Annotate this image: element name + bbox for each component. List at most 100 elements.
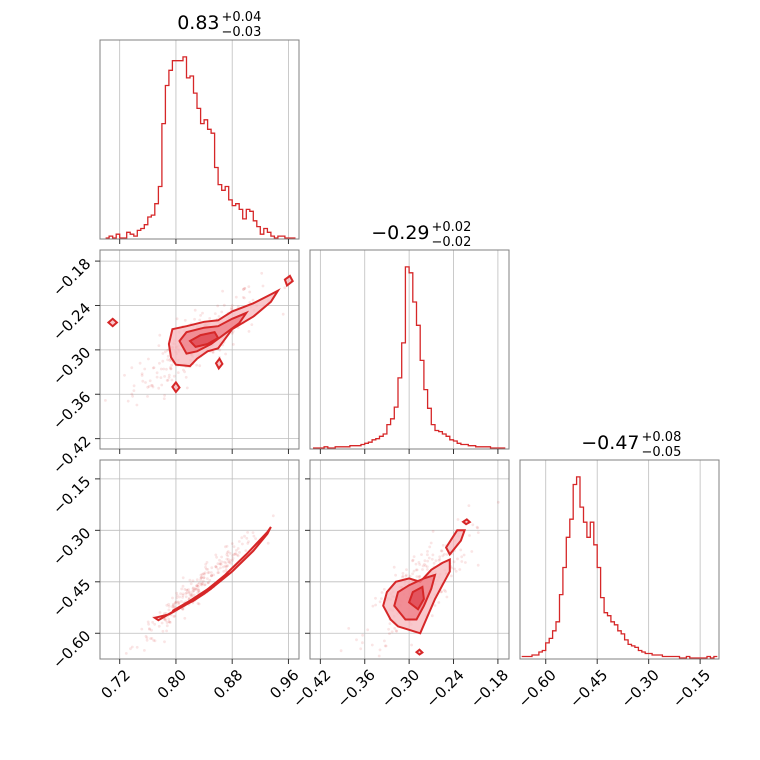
sample-point [390, 630, 394, 634]
sample-point [181, 596, 185, 599]
sample-point [198, 318, 202, 322]
x-tick-label: 0.72 [97, 666, 133, 702]
y-tick-label: −0.60 [49, 627, 94, 672]
sample-point [143, 649, 146, 652]
sample-point [224, 561, 228, 565]
sample-point [211, 351, 215, 354]
sample-point [182, 368, 185, 372]
sample-point [159, 367, 163, 371]
sample-point [145, 636, 149, 640]
sample-point [193, 317, 197, 321]
sample-point [232, 343, 235, 346]
sample-point [432, 561, 436, 565]
sample-point [126, 399, 130, 403]
sample-point [138, 361, 142, 365]
sample-point [415, 575, 419, 578]
sample-point [195, 584, 199, 588]
sample-point [168, 620, 172, 624]
sample-point [197, 602, 201, 606]
sample-point [211, 350, 215, 354]
sample-point [177, 602, 180, 606]
sample-point [181, 592, 185, 596]
x-tick-label: −0.18 [467, 666, 512, 711]
sample-point [244, 549, 248, 552]
sample-point [404, 574, 408, 578]
sample-point [433, 604, 437, 607]
sample-point [218, 348, 222, 352]
sample-point [430, 614, 434, 618]
sample-point [355, 638, 358, 642]
sample-point [199, 314, 203, 317]
contour-layer [106, 274, 472, 656]
sample-point [201, 579, 205, 583]
sample-point [197, 589, 201, 592]
sample-point [150, 384, 153, 387]
sample-point [153, 639, 157, 643]
sample-point [203, 571, 207, 575]
sample-point [421, 564, 425, 568]
sample-point [388, 622, 392, 625]
sample-point [225, 564, 229, 568]
sample-point [219, 562, 223, 566]
sample-point [218, 558, 221, 562]
sample-point [148, 627, 151, 630]
sample-point [283, 286, 287, 290]
sample-point [241, 542, 244, 546]
sample-point [452, 560, 456, 564]
x-tick-label: −0.24 [422, 666, 467, 711]
sample-point [417, 575, 421, 579]
sample-point [183, 587, 187, 591]
sample-point [221, 289, 225, 293]
sample-point [460, 555, 464, 559]
histogram-step-param-0 [105, 56, 296, 239]
sample-point [227, 558, 230, 561]
sample-point [426, 568, 429, 571]
sample-point [202, 572, 206, 576]
sample-point [197, 585, 200, 588]
grid-layer [100, 40, 701, 659]
sample-point [151, 385, 155, 389]
sample-point [187, 591, 191, 595]
sample-point [199, 576, 203, 580]
sample-point [165, 367, 168, 371]
sample-point [243, 286, 247, 290]
sample-point [167, 604, 171, 608]
sample-point [131, 394, 135, 398]
sample-point [243, 287, 247, 290]
sample-point [124, 652, 128, 655]
sample-point [228, 560, 231, 564]
sample-point [437, 601, 441, 604]
sample-point [144, 381, 147, 384]
sample-point [174, 601, 178, 604]
sample-point [146, 385, 150, 389]
sample-point [200, 575, 204, 579]
sample-point [158, 333, 162, 337]
sample-point [229, 307, 233, 311]
x-tick-label: 0.88 [210, 666, 246, 702]
sample-point [189, 582, 193, 586]
sample-point [392, 565, 396, 569]
sample-point [183, 370, 187, 374]
sample-point [140, 374, 144, 377]
y-tick-label: −0.45 [49, 575, 94, 620]
sample-point [218, 562, 222, 566]
sample-point [195, 578, 199, 582]
sample-point [172, 603, 175, 607]
sample-point [247, 330, 251, 333]
sample-point [260, 271, 264, 275]
contour-island [414, 648, 424, 656]
sample-point [450, 574, 453, 578]
sample-point [443, 552, 446, 556]
sample-point [165, 379, 169, 382]
sample-point [149, 637, 153, 640]
sample-point [414, 562, 418, 566]
sample-point [178, 595, 182, 599]
sample-point [251, 531, 255, 534]
sample-point [153, 622, 157, 626]
sample-point [468, 534, 471, 537]
sample-point [199, 578, 203, 582]
sample-point [170, 363, 174, 367]
sample-point [248, 301, 252, 304]
sample-point [207, 571, 211, 574]
sample-point [459, 548, 463, 552]
